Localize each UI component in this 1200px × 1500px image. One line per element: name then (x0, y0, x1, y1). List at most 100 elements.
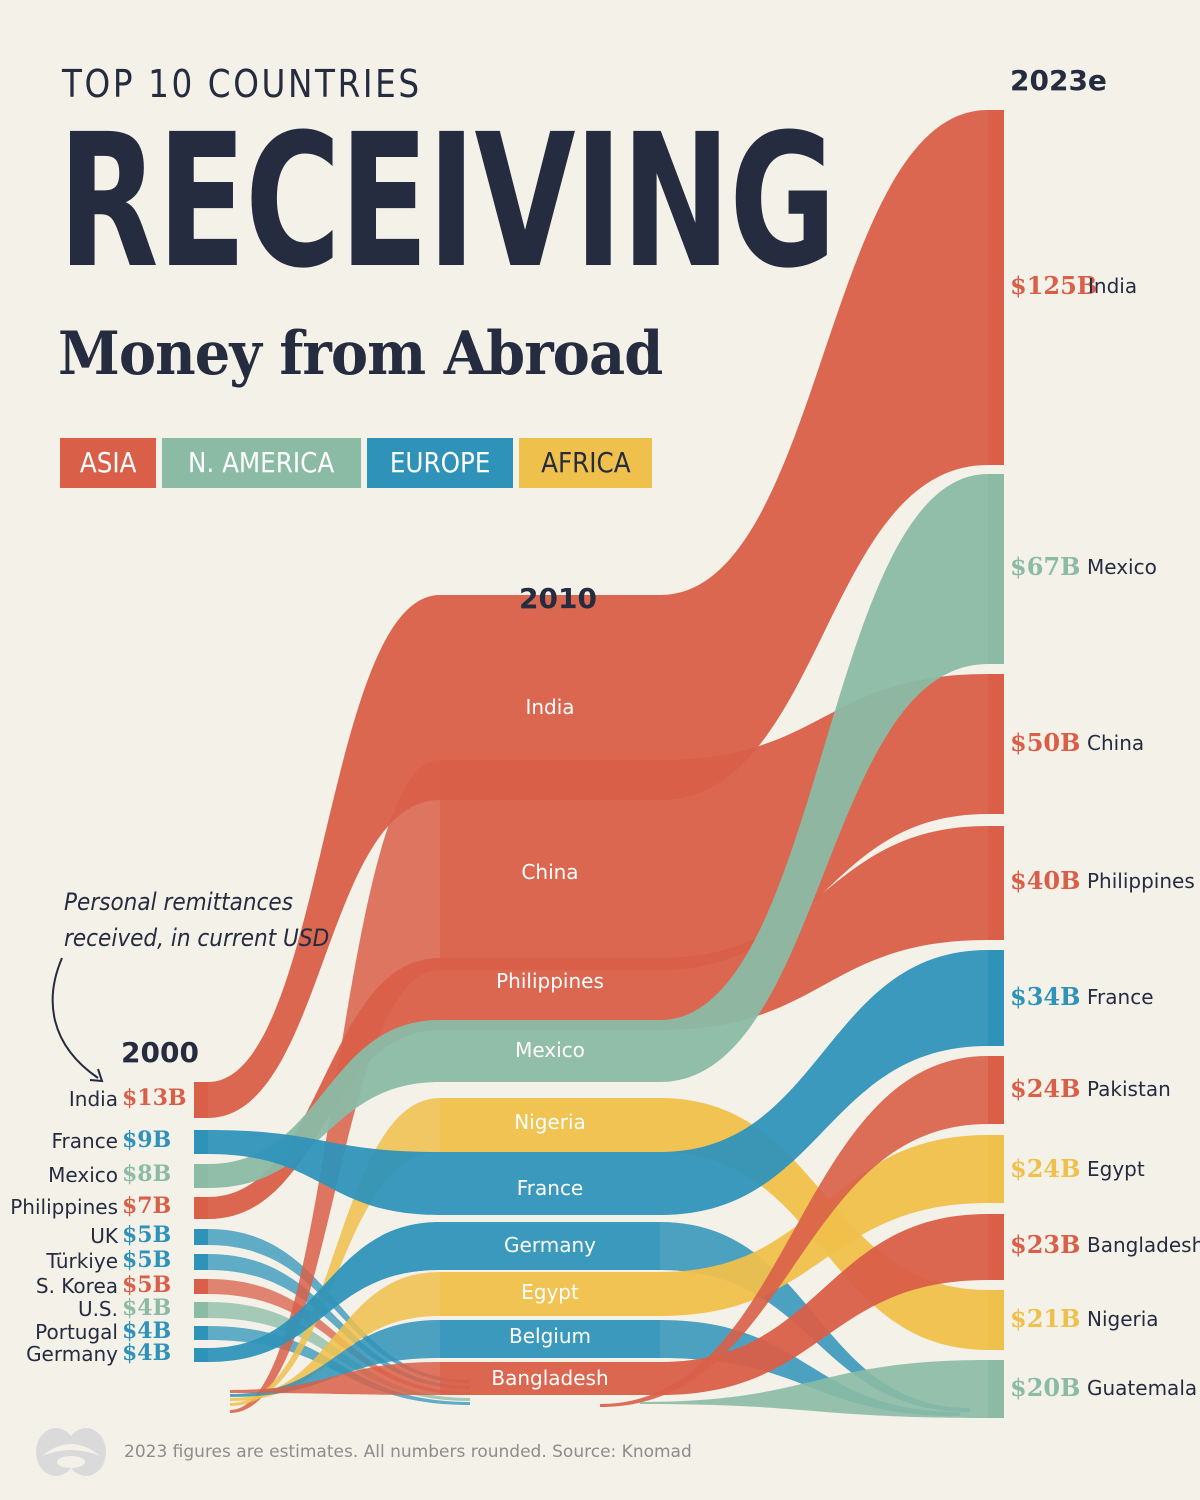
label-2000-s-korea: S. Korea (35, 1273, 118, 1298)
node-2023-pakistan (988, 1056, 1004, 1124)
note-arrow-icon (51, 957, 104, 1083)
value-2000-mexico: $8B (122, 1161, 172, 1187)
node-2023-india (988, 110, 1004, 465)
label-2000-germany: Germany (26, 1342, 118, 1366)
visual-capitalist-logo-icon (36, 1428, 106, 1476)
label-2023-china: China (1087, 731, 1145, 755)
node-2010-nigeria (440, 1098, 660, 1152)
label-2010-nigeria: Nigeria (514, 1110, 586, 1134)
node-2010-philippines (440, 958, 660, 1030)
label-2010-france: France (516, 1176, 584, 1200)
label-2000-philippines: Philippines (10, 1195, 118, 1219)
flow-entry-egypt (230, 1272, 440, 1401)
node-2010-bangladesh (440, 1362, 660, 1395)
flow-entry-bangladesh (230, 1362, 440, 1395)
node-2000-t-rkiye (194, 1254, 208, 1270)
year-2000: 2000 (121, 1036, 199, 1069)
chart-title: RECEIVING (58, 95, 836, 309)
label-2023-mexico: Mexico (1087, 555, 1157, 579)
legend-europe: EUROPE (366, 438, 513, 488)
label-2000-india: India (68, 1087, 118, 1111)
value-2000-india: $13B (122, 1085, 187, 1111)
year-2010: 2010 (519, 582, 597, 615)
value-2023-bangladesh: $23B (1010, 1230, 1081, 1259)
chart-subtitle: Money from Abroad (58, 319, 663, 389)
source-note: 2023 figures are estimates. All numbers … (124, 1442, 692, 1462)
flow-2010-2023-india (660, 110, 988, 800)
value-2023-france: $34B (1010, 982, 1081, 1011)
label-2010-germany: Germany (504, 1233, 596, 1257)
flow-2000-2010-france (208, 1130, 440, 1215)
flow-2000-2010-mexico (208, 1020, 440, 1188)
node-2010-china (440, 760, 660, 970)
label-2000-uk: UK (90, 1224, 118, 1248)
label-2023-india: India (1088, 274, 1138, 298)
label-2010-china: China (521, 860, 579, 884)
label-2023-philippines: Philippines (1087, 869, 1195, 893)
label-2010-india: India (525, 695, 575, 719)
units-note-line2: received, in current USD (64, 924, 330, 952)
label-2010-egypt: Egypt (521, 1280, 579, 1304)
node-2000-india (194, 1082, 208, 1118)
flow-entry-pakistan (600, 1056, 988, 1407)
value-2023-pakistan: $24B (1010, 1074, 1081, 1103)
node-2023-bangladesh (988, 1214, 1004, 1280)
label-2000-u-s: U.S. (77, 1297, 118, 1321)
node-2000-uk (194, 1229, 208, 1245)
value-2000-u-s: $4B (122, 1295, 172, 1321)
label-2000-portugal: Portugal (35, 1320, 118, 1344)
label-2000-france: France (51, 1129, 118, 1153)
flow-entry-belgium (230, 1320, 440, 1397)
label-2010-belgium: Belgium (509, 1324, 591, 1348)
label-2023-pakistan: Pakistan (1087, 1077, 1171, 1101)
node-2000-u-s (194, 1302, 208, 1318)
node-2010-belgium (440, 1320, 660, 1358)
value-2000-france: $9B (122, 1127, 172, 1153)
legend-north-america: N. AMERICA (162, 438, 361, 488)
node-2023-philippines (988, 826, 1004, 940)
value-2000-philippines: $7B (122, 1193, 172, 1219)
value-2000-t-rkiye: $5B (122, 1247, 172, 1273)
label-2023-guatemala: Guatemala (1087, 1376, 1198, 1400)
flow-2010-2023-france (660, 950, 988, 1215)
value-2023-mexico: $67B (1010, 552, 1081, 581)
node-2000-mexico (194, 1164, 208, 1188)
node-2000-france (194, 1130, 208, 1154)
node-2000-germany (194, 1348, 208, 1362)
flow-exit-belgium (660, 1320, 960, 1416)
year-2023e: 2023e (1010, 64, 1107, 97)
node-2000-philippines (194, 1197, 208, 1219)
label-2023-france: France (1087, 985, 1154, 1009)
value-2023-guatemala: $20B (1010, 1373, 1081, 1402)
value-2000-portugal: $4B (122, 1318, 172, 1344)
units-note-line1: Personal remittances (64, 888, 293, 916)
value-2023-nigeria: $21B (1010, 1304, 1081, 1333)
chart-supertitle: TOP 10 COUNTRIES (62, 62, 422, 106)
value-2000-s-korea: $5B (122, 1271, 172, 1298)
flow-2010-2023-bangladesh (660, 1214, 988, 1395)
label-2023-bangladesh: Bangladesh (1087, 1233, 1200, 1257)
node-2023-mexico (988, 474, 1004, 664)
value-2023-egypt: $24B (1010, 1154, 1081, 1183)
value-2023-china: $50B (1010, 728, 1081, 757)
flow-tail-t-rkiye (208, 1254, 470, 1389)
node-2010-egypt (440, 1272, 660, 1316)
label-2000-t-rkiye: Türkiye (46, 1249, 118, 1273)
legend-asia: ASIA (60, 438, 157, 488)
legend-africa: AFRICA (518, 438, 653, 488)
flow-2000-2010-philippines (208, 958, 440, 1219)
value-2000-germany: $4B (122, 1340, 172, 1366)
node-2010-mexico (440, 1020, 660, 1082)
node-2023-china (988, 674, 1004, 814)
node-2023-nigeria (988, 1290, 1004, 1350)
label-2000-mexico: Mexico (48, 1163, 118, 1187)
flow-tail-uk (208, 1229, 470, 1383)
flow-2000-2010-germany (208, 1222, 440, 1362)
units-note: Personal remittances received, in curren… (64, 884, 329, 956)
label-2010-philippines: Philippines (496, 969, 604, 993)
node-2023-france (988, 950, 1004, 1046)
node-2023-guatemala (988, 1360, 1004, 1418)
label-2023-nigeria: Nigeria (1087, 1307, 1159, 1331)
node-2000-portugal (194, 1326, 208, 1340)
